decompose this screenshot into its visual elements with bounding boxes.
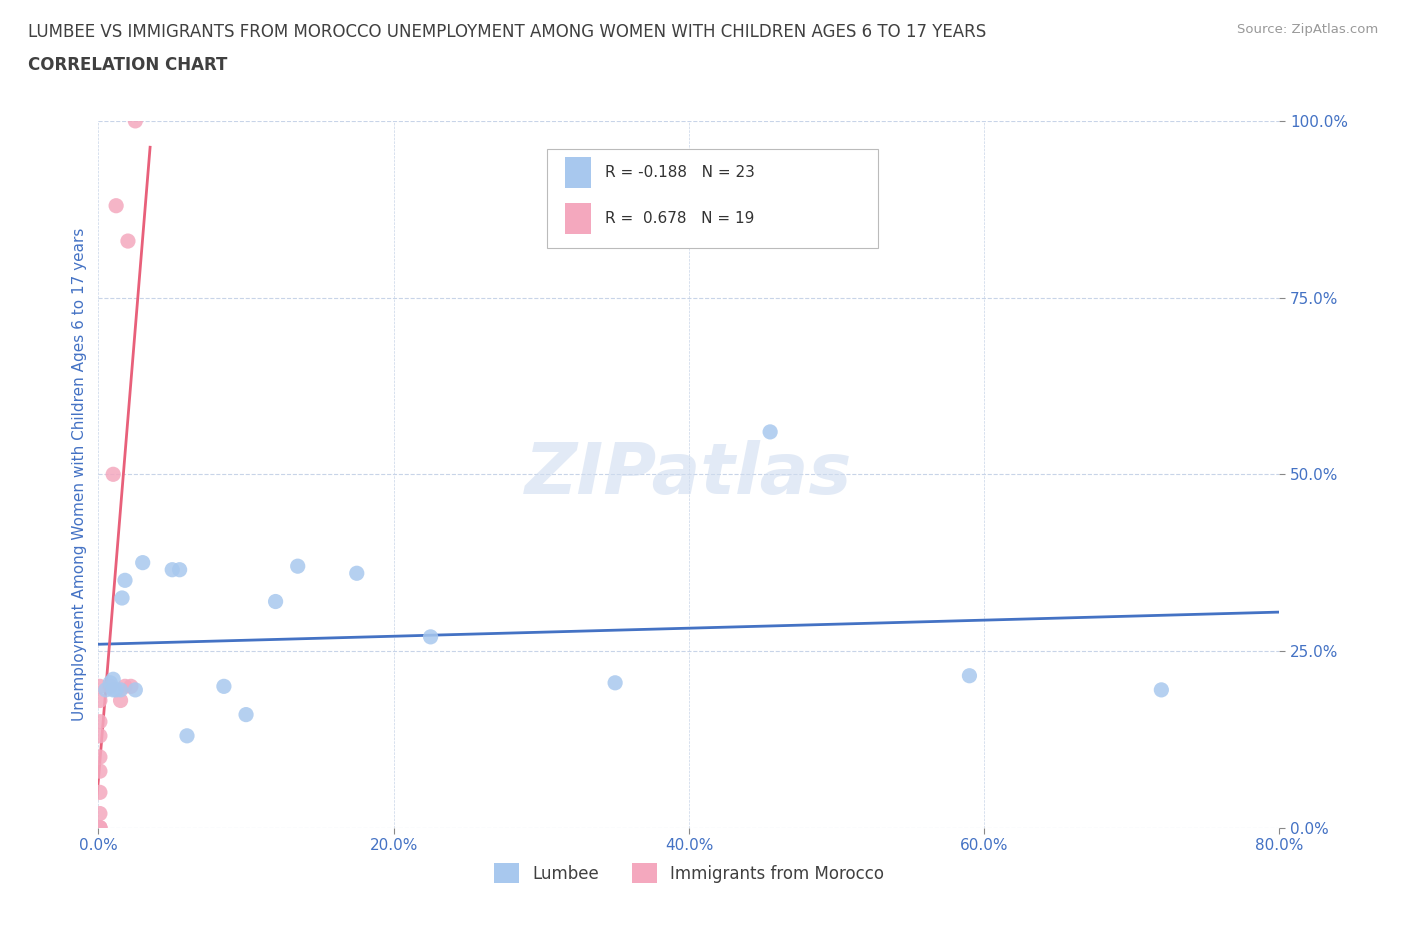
Point: [264, 594, 287, 609]
Point: [98, 679, 121, 694]
Point: [759, 424, 782, 439]
FancyBboxPatch shape: [565, 157, 591, 188]
Point: [103, 467, 125, 482]
Point: [959, 669, 981, 684]
Point: [89, 764, 111, 778]
Point: [114, 679, 136, 694]
Text: CORRELATION CHART: CORRELATION CHART: [28, 56, 228, 73]
Point: [132, 555, 155, 570]
Point: [120, 679, 142, 694]
Text: R =  0.678   N = 19: R = 0.678 N = 19: [605, 211, 755, 226]
Point: [162, 563, 183, 578]
Point: [169, 563, 191, 578]
Point: [105, 683, 128, 698]
Point: [94, 683, 117, 698]
Point: [89, 693, 111, 708]
Point: [114, 573, 136, 588]
Y-axis label: Unemployment Among Women with Children Ages 6 to 17 years: Unemployment Among Women with Children A…: [72, 228, 87, 721]
Point: [124, 683, 146, 698]
Text: LUMBEE VS IMMIGRANTS FROM MOROCCO UNEMPLOYMENT AMONG WOMEN WITH CHILDREN AGES 6 : LUMBEE VS IMMIGRANTS FROM MOROCCO UNEMPL…: [28, 23, 987, 41]
Point: [235, 707, 257, 722]
Point: [287, 559, 309, 574]
Legend: Lumbee, Immigrants from Morocco: Lumbee, Immigrants from Morocco: [486, 857, 891, 890]
Point: [105, 198, 128, 213]
Point: [176, 728, 198, 743]
Point: [89, 820, 111, 835]
Point: [89, 714, 111, 729]
Point: [346, 565, 368, 580]
Point: [89, 728, 111, 743]
Point: [89, 750, 111, 764]
Point: [605, 675, 627, 690]
Point: [89, 820, 111, 835]
Point: [89, 679, 111, 694]
Point: [212, 679, 235, 694]
Point: [110, 683, 132, 698]
FancyBboxPatch shape: [565, 203, 591, 234]
Point: [89, 806, 111, 821]
Point: [103, 671, 125, 686]
Point: [98, 675, 121, 690]
Point: [111, 591, 134, 605]
Point: [110, 693, 132, 708]
Text: ZIPatlas: ZIPatlas: [526, 440, 852, 509]
Point: [124, 113, 146, 128]
Point: [89, 820, 111, 835]
FancyBboxPatch shape: [547, 149, 877, 248]
Point: [419, 630, 441, 644]
Text: Source: ZipAtlas.com: Source: ZipAtlas.com: [1237, 23, 1378, 36]
Text: R = -0.188   N = 23: R = -0.188 N = 23: [605, 165, 755, 180]
Point: [89, 785, 111, 800]
Point: [1150, 683, 1173, 698]
Point: [103, 683, 125, 698]
Point: [117, 233, 139, 248]
